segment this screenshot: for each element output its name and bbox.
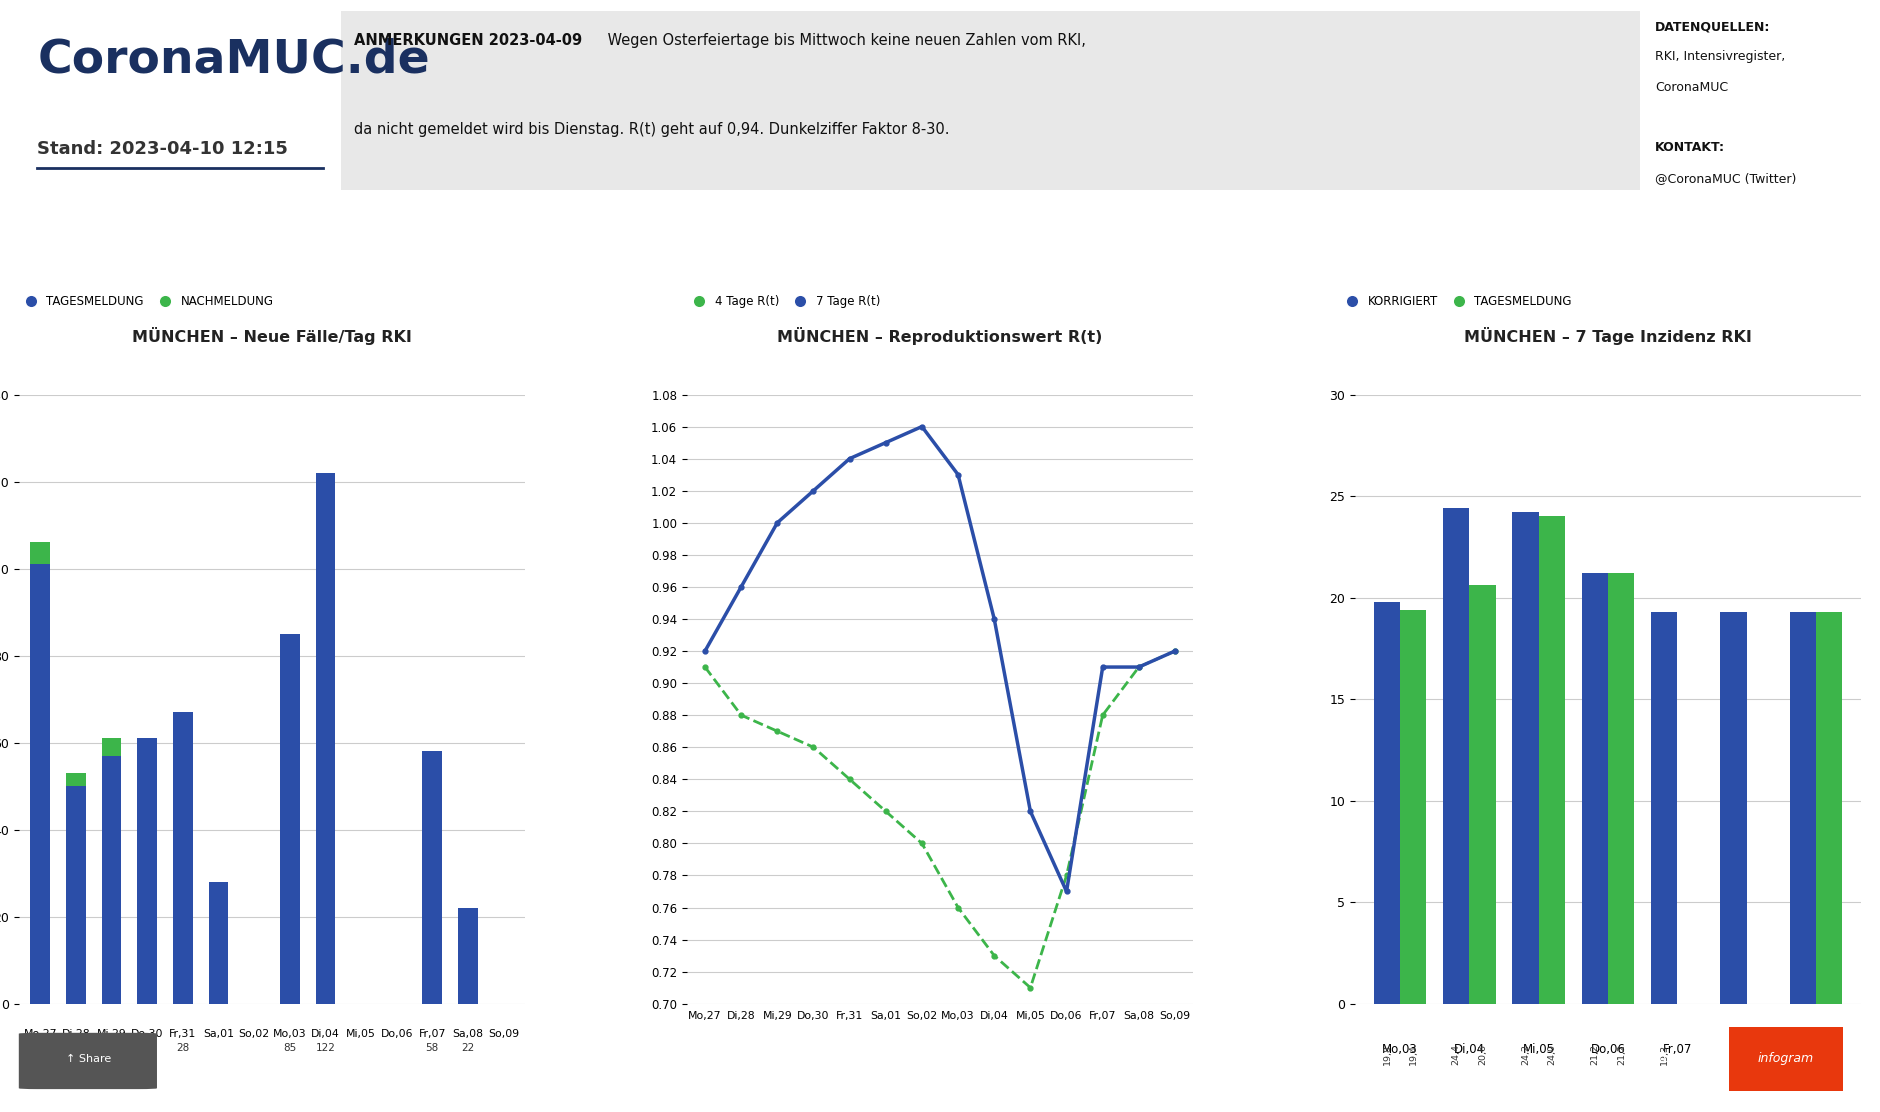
Text: ↑ Share: ↑ Share bbox=[66, 1054, 111, 1064]
Text: Di–Sa, nicht nach: Di–Sa, nicht nach bbox=[1664, 331, 1754, 341]
Bar bbox=[423, 752, 442, 1004]
Bar bbox=[209, 882, 227, 1004]
Text: INZIDENZ RKI: INZIDENZ RKI bbox=[1668, 216, 1752, 226]
Bar bbox=[1444, 508, 1470, 1004]
Bar bbox=[30, 564, 51, 1004]
Title: MÜNCHEN – 7 Tage Inzidenz RKI: MÜNCHEN – 7 Tage Inzidenz RKI bbox=[1465, 327, 1752, 345]
Legend: KORRIGIERT, TAGESMELDUNG: KORRIGIERT, TAGESMELDUNG bbox=[1335, 290, 1577, 314]
Text: ANMERKUNGEN 2023-04-09: ANMERKUNGEN 2023-04-09 bbox=[353, 32, 583, 48]
Bar bbox=[1401, 609, 1427, 1004]
Text: 24,4: 24,4 bbox=[1451, 1044, 1461, 1065]
Text: Di–Sa.: Di–Sa. bbox=[462, 359, 494, 369]
Legend: 4 Tage R(t), 7 Tage R(t): 4 Tage R(t), 7 Tage R(t) bbox=[682, 290, 885, 314]
Text: : Summe RKI heute minus Genesene: : Summe RKI heute minus Genesene bbox=[1032, 1051, 1312, 1066]
Text: Stand: 2023-04-10 12:15: Stand: 2023-04-10 12:15 bbox=[38, 140, 288, 158]
Text: 19,3: 19,3 bbox=[1825, 1044, 1833, 1065]
Text: Di–Sa.: Di–Sa. bbox=[154, 359, 186, 369]
Text: Gesamt: 720.345: Gesamt: 720.345 bbox=[126, 331, 216, 341]
Text: k.A.: k.A. bbox=[133, 258, 207, 290]
Text: 8–27: 8–27 bbox=[1051, 258, 1137, 290]
Text: 19,3: 19,3 bbox=[1668, 258, 1750, 290]
Text: Täglich: Täglich bbox=[1384, 359, 1419, 369]
Bar bbox=[137, 738, 156, 1004]
Bar bbox=[280, 634, 299, 1004]
Bar bbox=[316, 473, 335, 1004]
Text: 19,3: 19,3 bbox=[1730, 1044, 1739, 1065]
Text: INTENSIVBETTENBELEGUNG: INTENSIVBETTENBELEGUNG bbox=[699, 216, 872, 226]
Text: 106: 106 bbox=[30, 1043, 51, 1053]
Text: 20,6: 20,6 bbox=[1478, 1044, 1487, 1065]
Text: infogram: infogram bbox=[1758, 1052, 1814, 1065]
Text: BESTÄTIGTE FÄLLE: BESTÄTIGTE FÄLLE bbox=[113, 216, 227, 226]
Text: DATENQUELLEN:: DATENQUELLEN: bbox=[1654, 20, 1771, 33]
Bar bbox=[1607, 573, 1634, 1004]
Text: k.A.: k.A. bbox=[442, 258, 515, 290]
Bar bbox=[1720, 612, 1747, 1004]
FancyBboxPatch shape bbox=[19, 1033, 158, 1089]
Text: Quelle: CoronaMUC: Quelle: CoronaMUC bbox=[1352, 331, 1453, 341]
Legend: TAGESMELDUNG, NACHMELDUNG: TAGESMELDUNG, NACHMELDUNG bbox=[15, 290, 278, 314]
Text: Aktuell Infizierte: Aktuell Infizierte bbox=[838, 1051, 983, 1066]
Text: MÜNCHEN: MÜNCHEN bbox=[692, 331, 746, 341]
Bar bbox=[1816, 612, 1842, 1004]
Text: Made with: Made with bbox=[1639, 1052, 1705, 1065]
Text: CoronaMUC.de: CoronaMUC.de bbox=[38, 38, 431, 83]
Text: 24,0: 24,0 bbox=[1547, 1044, 1557, 1065]
Bar bbox=[459, 909, 478, 1004]
Text: DUNKELZIFFER FAKTOR: DUNKELZIFFER FAKTOR bbox=[1021, 216, 1167, 226]
Text: 0,94 ▲: 0,94 ▲ bbox=[1342, 258, 1461, 290]
Text: IFR/KH basiert: IFR/KH basiert bbox=[1057, 331, 1130, 341]
Text: KONTAKT:: KONTAKT: bbox=[1654, 141, 1724, 155]
Bar bbox=[1790, 612, 1816, 1004]
Text: 21,2: 21,2 bbox=[1617, 1044, 1626, 1065]
FancyBboxPatch shape bbox=[1728, 1027, 1842, 1091]
Text: 58: 58 bbox=[425, 1043, 438, 1053]
Bar bbox=[1512, 513, 1540, 1004]
Text: 21,2: 21,2 bbox=[1590, 1044, 1600, 1065]
Text: RKI, Intensivregister,: RKI, Intensivregister, bbox=[1654, 50, 1786, 63]
Text: +1: +1 bbox=[827, 258, 878, 290]
Text: 85: 85 bbox=[284, 1043, 297, 1053]
Bar bbox=[66, 786, 86, 1004]
Text: VERÄNDERUNG: VERÄNDERUNG bbox=[812, 331, 893, 341]
Text: 19,3: 19,3 bbox=[1799, 1044, 1807, 1065]
Text: da nicht gemeldet wird bis Dienstag. R(t) geht auf 0,94. Dunkelziffer Faktor 8-3: da nicht gemeldet wird bis Dienstag. R(t… bbox=[353, 122, 949, 137]
Bar bbox=[1581, 573, 1607, 1004]
Bar bbox=[1374, 602, 1401, 1004]
Text: 53: 53 bbox=[70, 1043, 83, 1053]
Text: TODESFÄLLE: TODESFÄLLE bbox=[440, 216, 517, 226]
Text: Wegen Osterfeiertage bis Mittwoch keine neuen Zahlen vom RKI,: Wegen Osterfeiertage bis Mittwoch keine … bbox=[603, 32, 1087, 48]
Text: Feiertagen: Feiertagen bbox=[1683, 359, 1737, 369]
Bar bbox=[173, 712, 192, 1004]
Text: 19,8: 19,8 bbox=[1382, 1044, 1391, 1065]
Text: 19,3: 19,3 bbox=[1660, 1044, 1669, 1065]
Bar bbox=[30, 543, 51, 564]
Bar bbox=[102, 756, 122, 1004]
Title: MÜNCHEN – Neue Fälle/Tag RKI: MÜNCHEN – Neue Fälle/Tag RKI bbox=[132, 327, 412, 345]
Text: Gesamt: 2.578: Gesamt: 2.578 bbox=[440, 331, 517, 341]
Text: @CoronaMUC (Twitter): @CoronaMUC (Twitter) bbox=[1654, 172, 1795, 185]
Bar bbox=[1470, 585, 1496, 1004]
Text: 26: 26 bbox=[696, 258, 743, 290]
Title: MÜNCHEN – Reproduktionswert R(t): MÜNCHEN – Reproduktionswert R(t) bbox=[776, 327, 1104, 345]
Text: 61: 61 bbox=[105, 1043, 118, 1053]
Text: 28: 28 bbox=[177, 1043, 190, 1053]
Text: 67: 67 bbox=[141, 1043, 154, 1053]
Text: 19,4: 19,4 bbox=[1408, 1044, 1418, 1065]
Bar bbox=[1540, 516, 1566, 1004]
FancyBboxPatch shape bbox=[342, 11, 1639, 190]
Text: Täglich: Täglich bbox=[1075, 359, 1113, 369]
Text: REPRODUKTIONSWERT: REPRODUKTIONSWERT bbox=[1331, 216, 1474, 226]
Text: CoronaMUC: CoronaMUC bbox=[1654, 81, 1728, 93]
Bar bbox=[66, 773, 86, 786]
Text: * Genesene:  7 Tages Durchschnitt der Summe RKI vor 10 Tagen |: * Genesene: 7 Tages Durchschnitt der Sum… bbox=[165, 1051, 673, 1066]
Bar bbox=[102, 738, 122, 756]
Text: 24,2: 24,2 bbox=[1521, 1044, 1530, 1065]
Bar bbox=[1651, 612, 1677, 1004]
Text: 122: 122 bbox=[316, 1043, 335, 1053]
Text: Täglich: Täglich bbox=[767, 359, 805, 369]
Text: 22: 22 bbox=[461, 1043, 474, 1053]
